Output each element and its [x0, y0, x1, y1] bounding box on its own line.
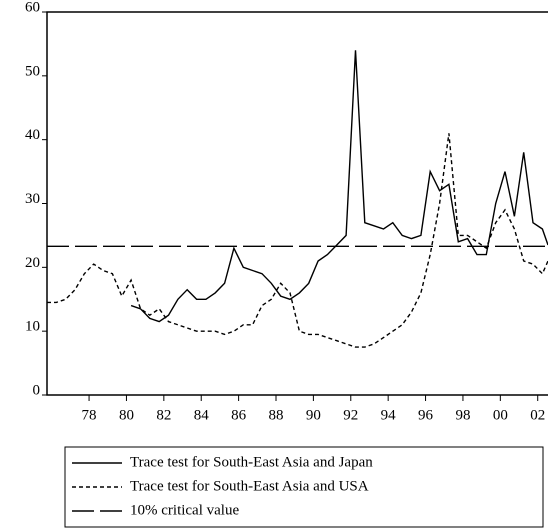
y-tick-label: 20	[25, 255, 40, 271]
legend-label: 10% critical value	[130, 502, 239, 518]
y-tick-label: 50	[25, 63, 40, 79]
y-tick-label: 10	[25, 319, 40, 335]
series-line	[130, 50, 548, 323]
x-tick-label: 02	[530, 407, 545, 423]
x-tick-label: 80	[119, 407, 134, 423]
x-tick-label: 84	[194, 407, 210, 423]
series-line	[47, 133, 548, 348]
y-tick-label: 40	[25, 127, 40, 143]
x-tick-label: 92	[343, 407, 358, 423]
x-tick-label: 78	[82, 407, 97, 423]
x-tick-label: 86	[231, 407, 247, 423]
plot-frame	[46, 11, 548, 396]
y-tick-label: 30	[25, 191, 40, 207]
x-tick-label: 94	[381, 407, 397, 423]
x-tick-label: 96	[418, 407, 434, 423]
x-tick-label: 88	[269, 407, 284, 423]
x-tick-label: 00	[493, 407, 508, 423]
legend-box	[64, 446, 544, 528]
y-tick-label: 0	[33, 382, 41, 398]
x-tick-label: 82	[156, 407, 171, 423]
x-tick-label: 90	[306, 407, 321, 423]
x-tick-label: 98	[455, 407, 470, 423]
y-tick-label: 60	[25, 0, 40, 15]
legend-label: Trace test for South-East Asia and USA	[130, 478, 369, 494]
legend-label: Trace test for South-East Asia and Japan	[130, 454, 373, 470]
